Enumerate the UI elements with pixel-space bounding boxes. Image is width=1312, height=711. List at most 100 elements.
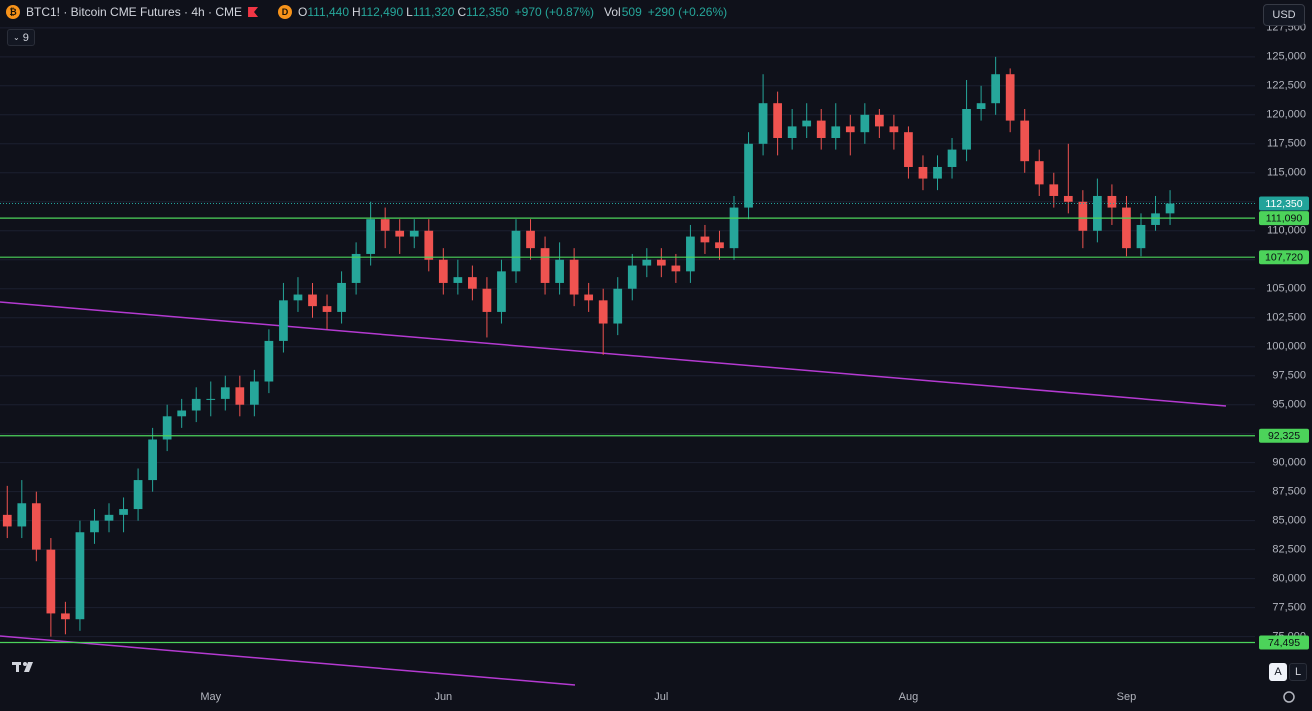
tv-logo	[12, 662, 33, 672]
candle-body	[438, 259, 448, 283]
ohlc: O111,440 H112,490 L111,320 C112,350	[298, 5, 509, 19]
candle-body	[1020, 120, 1030, 162]
last-price-label: 112,350	[1265, 198, 1302, 210]
currency-button[interactable]: USD	[1263, 4, 1305, 26]
level-label: 74,495	[1268, 637, 1300, 649]
ohlc-value: 111,440	[307, 5, 349, 19]
chevron: ⌄	[13, 33, 20, 42]
candle-body	[904, 132, 913, 167]
y-tick-label: 95,000	[1272, 399, 1306, 411]
auto-scale-button[interactable]: A	[1269, 663, 1287, 681]
y-tick-label: 87,500	[1272, 486, 1306, 498]
candle-body	[555, 259, 564, 283]
candle-body	[264, 340, 274, 382]
y-tick-label: 125,000	[1266, 51, 1306, 63]
candle-body	[598, 300, 608, 324]
ohlc-key: H	[352, 5, 361, 19]
volume: 509	[621, 5, 642, 19]
y-tick-label: 110,000	[1267, 225, 1306, 237]
indicators-toggle[interactable]: ⌄ 9	[7, 29, 35, 46]
candle-body	[744, 143, 753, 208]
marker-icon: D	[278, 5, 293, 19]
candle-body	[366, 219, 375, 254]
candle-body	[75, 532, 85, 620]
legend-header: ₿ BTC1! · Bitcoin CME Futures · 4h · CME…	[6, 5, 727, 19]
y-tick-label: 82,500	[1272, 544, 1306, 556]
candle-body	[642, 259, 652, 266]
flag-icon[interactable]	[248, 7, 259, 17]
level-label: 92,325	[1268, 430, 1300, 442]
settings-icon[interactable]	[1283, 691, 1295, 703]
candle-body	[250, 381, 259, 405]
y-tick-label: 77,500	[1272, 602, 1306, 614]
volume-label: Vol	[604, 5, 621, 19]
y-tick-label: 100,000	[1266, 341, 1306, 353]
candle-body	[613, 288, 623, 324]
y-tick-label: 115,000	[1267, 167, 1306, 179]
ohlc-key: L	[406, 5, 413, 19]
candle-body	[61, 613, 70, 620]
level-label: 111,090	[1266, 212, 1303, 224]
candle-body	[497, 271, 506, 312]
volume-change: +290 (+0.26%)	[647, 5, 728, 19]
ohlc-item: C112,350	[457, 5, 508, 19]
candle-body	[468, 277, 477, 289]
candle-body	[395, 230, 405, 237]
x-tick-label: Aug	[899, 691, 919, 703]
candle-body	[279, 300, 288, 341]
price-axis-panel	[1255, 0, 1312, 711]
x-tick-label: Sep	[1117, 691, 1137, 703]
logo-part	[24, 662, 33, 672]
y-tick-label: 80,000	[1272, 573, 1306, 585]
level-label: 107,720	[1265, 251, 1303, 263]
candle-body	[540, 248, 550, 283]
candle-body	[409, 230, 419, 237]
candle-body	[220, 387, 230, 399]
candle-body	[569, 259, 579, 295]
log-scale-button[interactable]: L	[1289, 663, 1307, 681]
plot-area	[0, 56, 1255, 686]
candle-body	[656, 259, 666, 266]
candle-body	[206, 398, 216, 400]
candle-body	[627, 265, 637, 289]
indicator-count: 9	[22, 31, 29, 44]
candle-body	[860, 114, 870, 133]
candle-body	[816, 120, 826, 138]
candle-body	[875, 114, 884, 127]
candle-body	[191, 398, 201, 411]
candle-body	[1165, 203, 1175, 214]
candle-body	[293, 294, 303, 301]
candle-body	[831, 126, 841, 138]
trendline	[0, 301, 1227, 407]
grid	[0, 27, 1255, 638]
level-label-box	[1259, 211, 1309, 226]
ohlc-key: C	[457, 5, 467, 19]
ohlc-key: O	[298, 5, 308, 19]
level-label-box	[1259, 250, 1309, 265]
y-tick-label: 122,500	[1266, 80, 1306, 92]
candle-body	[424, 230, 434, 260]
candle-body	[46, 549, 56, 614]
candle-body	[235, 387, 245, 405]
candle-body	[773, 103, 782, 138]
candle-body	[729, 207, 739, 249]
candle-body	[104, 514, 114, 521]
candle-body	[1063, 195, 1073, 202]
candle-body	[119, 509, 128, 515]
candle-body	[686, 236, 695, 272]
candle-body	[31, 503, 41, 550]
ohlc-value: 112,350	[466, 5, 509, 19]
y-tick-label: 120,000	[1266, 109, 1306, 121]
last-price-box	[1259, 196, 1309, 211]
candle-body	[918, 166, 928, 179]
x-tick-label: May	[200, 691, 221, 703]
candle-body	[17, 503, 27, 527]
price-change: +970 (+0.87%)	[514, 5, 595, 19]
candle-body	[1136, 224, 1146, 249]
candle-body	[453, 277, 463, 283]
candle-body	[715, 242, 724, 249]
y-tick-label: 102,500	[1266, 312, 1306, 324]
ohlc-item: H112,490	[352, 5, 403, 19]
candle-body	[976, 103, 986, 110]
